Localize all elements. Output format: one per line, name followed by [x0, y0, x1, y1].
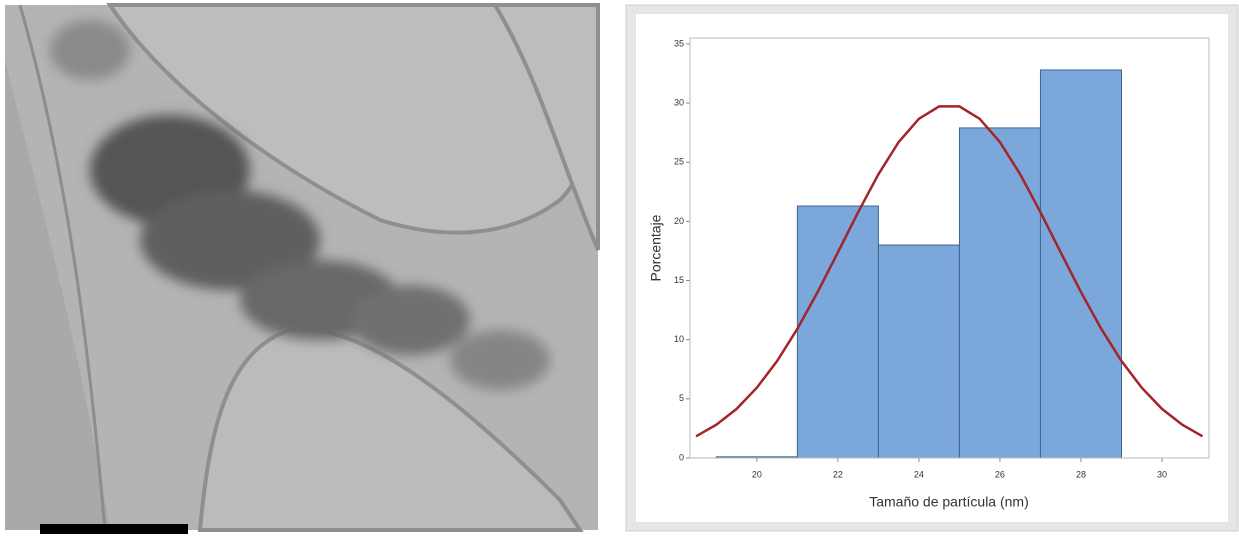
x-tick-label: 24 — [914, 469, 924, 479]
plot-frame — [689, 37, 1210, 459]
y-axis-title: Porcentaje — [648, 214, 664, 281]
y-tick-label: 30 — [674, 97, 684, 107]
bar — [1039, 69, 1122, 459]
x-tick-label: 20 — [752, 469, 762, 479]
x-tick-label: 26 — [995, 469, 1005, 479]
x-tick-label: 30 — [1157, 469, 1167, 479]
bar — [796, 205, 879, 459]
y-tick-label: 5 — [679, 393, 684, 403]
y-tick-label: 0 — [679, 452, 684, 462]
x-tick-label: 28 — [1076, 469, 1086, 479]
x-axis-title: Tamaño de partícula (nm) — [869, 494, 1029, 510]
chart: 0 5 10 15 20 25 30 35 20 22 24 26 28 30 — [674, 38, 1204, 479]
bar — [877, 244, 960, 459]
y-tick-label: 10 — [674, 334, 684, 344]
y-tick-label: 25 — [674, 157, 684, 167]
y-tick-label: 35 — [674, 38, 684, 48]
bar — [958, 127, 1041, 459]
micrograph — [5, 2, 600, 534]
fit-curve — [695, 105, 1204, 438]
y-tick-label: 20 — [674, 216, 684, 226]
x-tick-label: 22 — [833, 469, 843, 479]
y-tick-label: 15 — [674, 275, 684, 285]
